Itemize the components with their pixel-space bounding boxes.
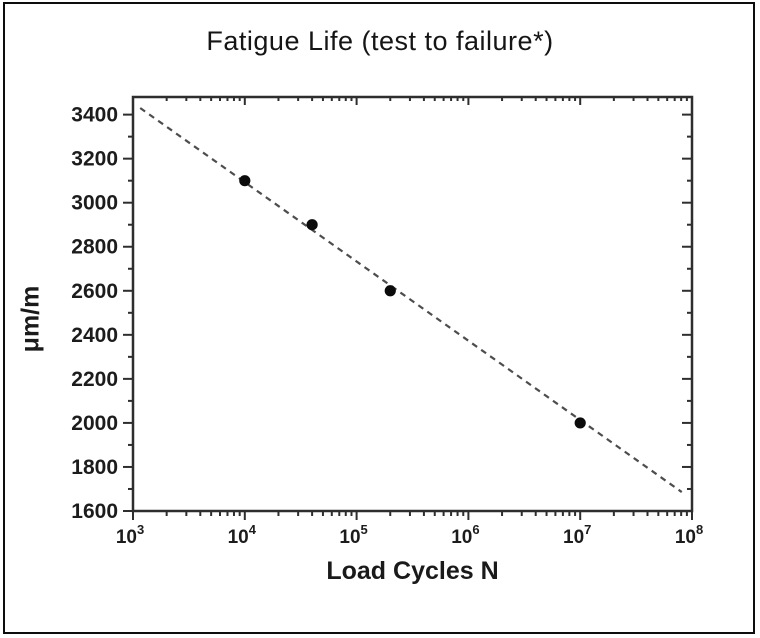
- y-tick-label: 3200: [71, 148, 118, 171]
- y-tick-label: 2600: [71, 280, 118, 303]
- x-axis-label: Load Cycles N: [326, 557, 499, 585]
- x-tick-label: 104: [228, 522, 257, 548]
- data-point: [239, 175, 251, 187]
- trend-line: [139, 107, 683, 493]
- x-tick-label: 106: [451, 522, 479, 548]
- figure-border: [3, 2, 755, 634]
- x-tick-label: 105: [339, 522, 367, 548]
- data-point: [574, 417, 586, 429]
- x-tick-label: 103: [116, 522, 144, 548]
- y-tick-label: 3000: [71, 192, 118, 215]
- x-tick-label: 107: [563, 522, 591, 548]
- plot-frame: [131, 95, 694, 513]
- x-tick-label: 108: [675, 522, 703, 548]
- y-tick-label: 2000: [71, 412, 118, 435]
- y-tick-label: 1800: [71, 456, 118, 479]
- y-tick-label: 3400: [71, 104, 118, 127]
- y-tick-label: 2800: [71, 236, 118, 259]
- data-point: [306, 219, 318, 231]
- y-tick-label: 1600: [71, 500, 118, 523]
- data-point: [384, 285, 396, 297]
- y-axis-label: μm/m: [16, 285, 45, 353]
- y-tick-label: 2200: [71, 368, 118, 391]
- y-tick-label: 2400: [71, 324, 118, 347]
- chart-title: Fatigue Life (test to failure*): [206, 26, 554, 56]
